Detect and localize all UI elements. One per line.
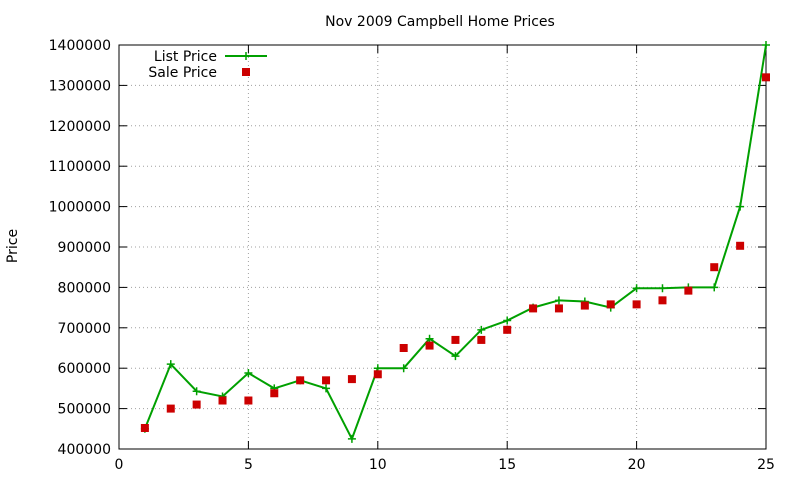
data-point-sale-price	[736, 241, 745, 250]
y-tick-label: 800000	[58, 280, 111, 296]
grid-lines	[119, 45, 766, 449]
y-tick-label: 900000	[58, 240, 111, 256]
x-tick-label: 25	[757, 457, 775, 473]
data-point-list-price	[399, 364, 408, 373]
plot-frame	[118, 44, 767, 450]
y-tick-label: 1100000	[49, 159, 111, 175]
data-point-sale-price	[580, 301, 589, 310]
x-tick-label: 15	[498, 457, 516, 473]
series-line-list-price	[143, 44, 767, 442]
data-point-list-price	[762, 41, 770, 49]
data-point-list-price	[244, 369, 253, 378]
data-point-sale-price	[140, 423, 149, 432]
data-point-sale-price	[166, 404, 175, 413]
data-point-list-price	[347, 434, 356, 443]
data-point-sale-price	[296, 376, 305, 385]
chart-title: Nov 2009 Campbell Home Prices	[325, 14, 555, 30]
y-axis-label: Price	[5, 229, 21, 263]
y-tick-label: 1000000	[49, 200, 111, 216]
x-axis-ticks: 0 5 10 15 20 25	[115, 45, 775, 473]
data-point-sale-price	[684, 286, 693, 295]
data-point-sale-price	[710, 263, 719, 272]
data-point-list-price	[322, 384, 331, 393]
data-point-list-price	[451, 352, 460, 361]
data-point-sale-price	[529, 304, 538, 313]
data-point-list-price	[658, 284, 667, 293]
data-point-sale-price	[192, 400, 201, 409]
data-point-sale-price	[451, 335, 460, 344]
data-point-list-price	[425, 334, 434, 343]
data-point-sale-price	[218, 396, 227, 405]
legend-label-list-price: List Price	[154, 49, 217, 65]
y-tick-label: 400000	[58, 442, 111, 458]
data-point-sale-price	[399, 344, 408, 352]
legend: List Price Sale Price	[148, 49, 267, 81]
data-point-sale-price	[606, 300, 615, 309]
data-point-sale-price	[477, 335, 486, 344]
x-tick-label: 5	[244, 457, 253, 473]
legend-label-sale-price: Sale Price	[148, 65, 217, 81]
series-list-price	[140, 41, 770, 443]
data-point-sale-price	[632, 300, 641, 309]
data-point-sale-price	[425, 341, 434, 350]
data-point-list-price	[632, 284, 641, 293]
x-tick-label: 20	[628, 457, 646, 473]
data-point-list-price	[166, 360, 175, 369]
series-sale-price	[140, 73, 770, 432]
data-point-list-price	[736, 202, 745, 211]
data-point-sale-price	[347, 375, 356, 384]
x-tick-label: 10	[369, 457, 387, 473]
y-tick-label: 1400000	[49, 38, 111, 54]
y-tick-label: 700000	[58, 321, 111, 337]
data-point-list-price	[554, 296, 563, 305]
data-point-list-price	[192, 387, 201, 396]
data-point-sale-price	[244, 396, 253, 405]
legend-marker-sale-price	[242, 68, 250, 76]
y-axis-ticks: 400000 500000 600000 700000 800000 900000 1000…	[49, 38, 766, 458]
data-point-list-price	[477, 325, 486, 334]
y-tick-label: 600000	[58, 361, 111, 377]
legend-marker-list-price	[242, 52, 250, 60]
data-point-sale-price	[762, 73, 770, 82]
data-point-sale-price	[322, 376, 331, 385]
data-point-sale-price	[270, 389, 279, 398]
y-tick-label: 1200000	[49, 119, 111, 135]
series-layer	[140, 41, 770, 443]
data-point-list-price	[710, 283, 719, 292]
data-point-sale-price	[658, 296, 667, 305]
data-point-sale-price	[373, 370, 382, 379]
x-tick-label: 0	[115, 457, 124, 473]
data-point-list-price	[503, 316, 512, 325]
y-tick-label: 1300000	[49, 78, 111, 94]
data-point-sale-price	[554, 304, 563, 313]
y-tick-label: 500000	[58, 402, 111, 418]
plot-border	[118, 44, 767, 450]
data-point-sale-price	[503, 325, 512, 334]
